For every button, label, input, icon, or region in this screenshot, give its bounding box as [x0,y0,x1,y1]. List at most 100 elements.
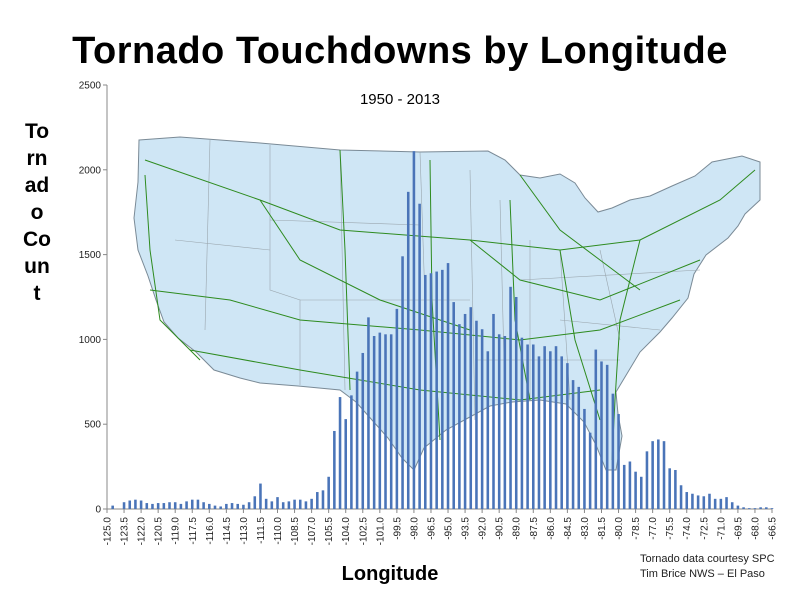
bar [753,508,757,509]
x-tick-label: -96.5 [426,517,437,540]
credit-line-source: Tornado data courtesy SPC [640,553,775,565]
bar [611,393,615,509]
x-tick-label: -98.0 [409,517,420,540]
bar [111,505,114,509]
x-tick-label: -117.5 [188,517,199,545]
bar [276,497,279,509]
bar [503,336,507,509]
bar [736,505,740,509]
bar [372,336,376,509]
bar [469,307,473,509]
bar [628,461,632,509]
bar [168,502,171,509]
bar [605,364,609,509]
x-tick-label: -114.5 [222,517,233,545]
x-tick-label: -72.5 [699,517,710,540]
chart-axes [106,85,772,510]
x-tick-label: -78.5 [631,517,642,540]
bar [338,397,342,509]
bar [549,351,552,509]
bar [151,503,154,509]
bar [520,337,524,509]
bar [378,332,382,509]
bar [497,334,501,509]
bar [691,493,694,509]
bar [253,496,257,509]
bar [259,483,262,509]
bar [571,380,575,509]
x-tick-label: -95.0 [444,517,455,540]
x-tick-label: -66.5 [768,517,779,540]
bar [310,498,313,509]
bar [196,499,200,509]
x-tick-label: -107.0 [307,517,318,546]
bar [622,464,626,509]
bar [412,151,416,509]
bar [617,414,620,509]
y-tick-label: 500 [84,420,101,431]
bar [679,485,683,509]
bar [247,502,251,509]
y-tick-label: 1500 [79,250,102,261]
chart-title: Tornado Touchdowns by Longitude [72,30,728,72]
bar [452,302,455,509]
bar [492,313,495,509]
bar [526,344,529,509]
bar [429,273,433,509]
bar [651,441,654,509]
bar [230,503,234,509]
x-tick-label: -68.0 [750,517,761,540]
data-credit: Tornado data courtesy SPC Tim Brice NWS … [640,552,800,582]
bar [594,349,598,509]
bar [270,501,274,509]
x-tick-labels: -125.0 -123.5 -122.0 -120.5 -119.0 -117.5 -116… [103,509,779,545]
bar [674,469,677,509]
bar [702,496,706,509]
y-tick-label: 2500 [79,81,102,92]
x-tick-label: -86.0 [546,517,557,540]
x-tick-label: -90.5 [495,517,506,540]
bar [219,506,222,509]
state-borders [174,139,701,421]
chart-subtitle: 1950 - 2013 [359,91,441,108]
bar [202,502,205,509]
bar [361,352,365,509]
bar [145,503,149,509]
x-tick-label: -80.0 [614,517,625,540]
bar-series [111,151,774,509]
bar [128,500,132,509]
bar [588,432,592,509]
bar [770,508,774,509]
bar [713,498,717,509]
bar [685,492,689,509]
bar [719,498,723,509]
bar [441,269,444,509]
x-tick-label: -92.0 [478,517,489,540]
bar [179,503,183,509]
bar [645,451,649,509]
bar [634,471,637,509]
bar [213,505,217,509]
y-tick-label: 1000 [79,335,102,346]
x-tick-label: -113.0 [239,517,250,545]
bar [293,499,296,509]
bar [730,502,734,509]
y-axis-label: Tornado Count [23,120,51,305]
bar [662,441,666,509]
bar [355,371,359,509]
x-tick-label: -120.5 [154,517,165,546]
bar [543,346,546,509]
bar [560,356,563,509]
x-tick-label: -108.5 [290,517,301,546]
x-tick-label: -74.0 [682,517,693,540]
bar [367,317,370,509]
bar [316,492,319,509]
bar [350,395,353,509]
bar [577,386,581,509]
bar [173,502,177,509]
bar [708,493,711,509]
y-tick-label: 2000 [79,165,102,176]
bar [759,507,762,509]
bar [134,499,137,509]
bar [162,503,166,509]
